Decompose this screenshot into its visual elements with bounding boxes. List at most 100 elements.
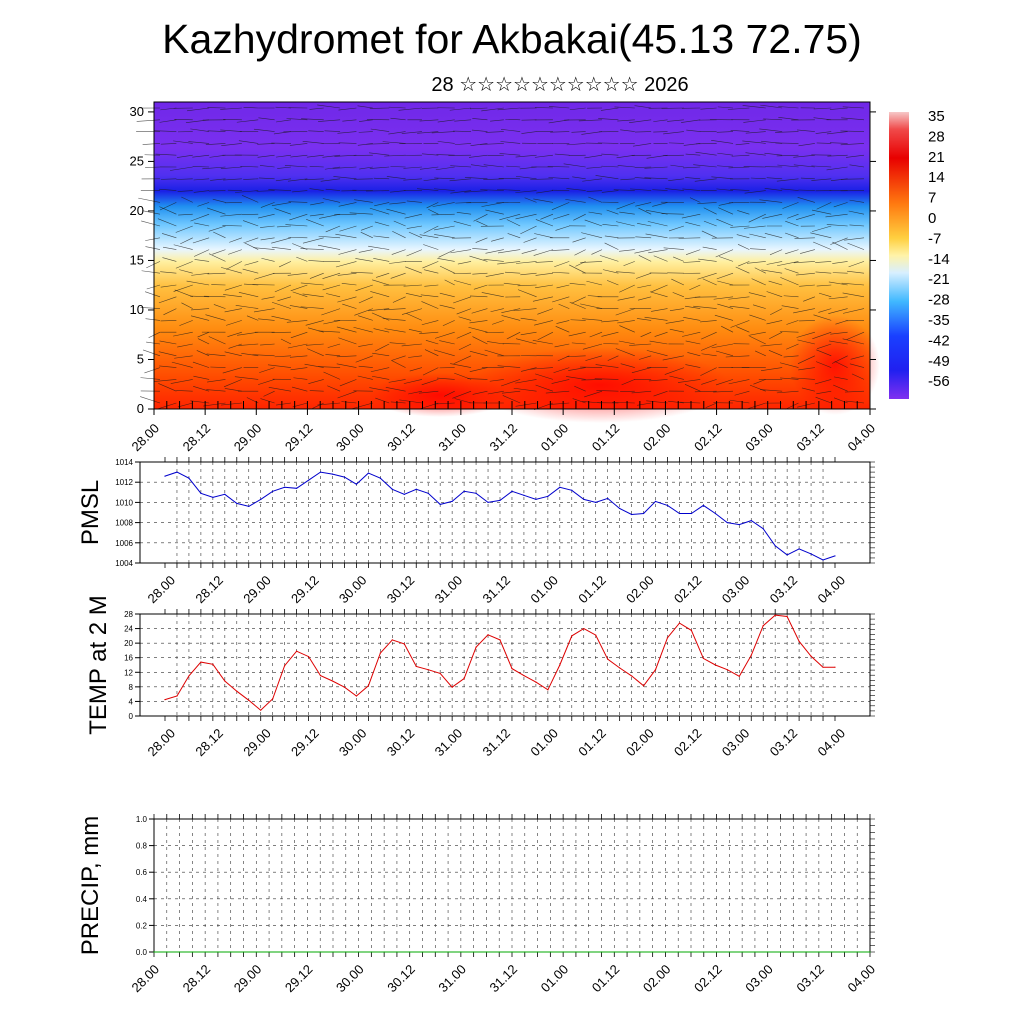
- y-tick-label: 0.4: [136, 895, 148, 904]
- wind-vector: [803, 296, 815, 302]
- data-point: [307, 479, 310, 481]
- wind-vector: [749, 384, 766, 392]
- wind-vector: [160, 143, 177, 145]
- wind-vector: [595, 175, 619, 180]
- wind-vector: [533, 249, 554, 256]
- wind-vector: [833, 397, 848, 404]
- wind-vector: [568, 154, 586, 157]
- wind-vector: [389, 342, 406, 345]
- wind-vector: [153, 379, 177, 382]
- wind-vector: [317, 244, 341, 250]
- wind-vector: [260, 202, 275, 208]
- data-point: [164, 475, 166, 477]
- wind-vector: [473, 213, 488, 222]
- wind-vector: [181, 302, 193, 309]
- wind-vector: [357, 105, 373, 109]
- wind-vector: [535, 284, 553, 289]
- wind-vector: [338, 142, 357, 144]
- wind-vector: [832, 261, 848, 264]
- wind-vector: [749, 314, 766, 321]
- wind-vector: [752, 304, 766, 309]
- wind-vector: [654, 331, 668, 337]
- wind-vector: [683, 261, 701, 263]
- wind-vector: [536, 190, 553, 194]
- wind-vector: [473, 284, 488, 290]
- y-tick-label: 1004: [115, 559, 133, 568]
- wind-vector: [713, 296, 734, 300]
- wind-vector: [677, 379, 701, 383]
- wind-vector: [358, 131, 373, 133]
- data-point: [248, 699, 250, 701]
- wind-vector: [818, 292, 832, 298]
- data-point: [559, 664, 561, 666]
- wind-vector: [746, 402, 766, 410]
- wind-vector: [480, 143, 504, 145]
- wind-vector: [390, 272, 406, 279]
- wind-vector: [497, 249, 521, 254]
- wind-vector: [783, 355, 799, 358]
- wind-vector: [456, 331, 472, 339]
- wind-vector: [619, 325, 635, 333]
- data-point: [822, 666, 824, 668]
- wind-vector: [307, 327, 324, 333]
- wind-vector: [358, 343, 373, 347]
- wind-vector: [612, 401, 635, 404]
- wind-vector: [785, 402, 799, 410]
- wind-vector: [322, 272, 341, 279]
- data-point: [575, 951, 577, 953]
- wind-vector: [681, 213, 701, 219]
- data-point: [792, 951, 794, 953]
- wind-vector: [368, 245, 390, 250]
- cross-section-warm-area: [790, 315, 880, 415]
- wind-vector: [832, 272, 848, 274]
- wind-vector: [142, 349, 161, 357]
- x-tick-label: 01.12: [589, 962, 623, 996]
- wind-vector: [850, 355, 865, 360]
- x-tick-label: 01.12: [575, 726, 609, 760]
- data-point: [379, 652, 381, 654]
- data-point: [595, 501, 597, 503]
- wind-vector: [439, 340, 455, 345]
- wind-vector: [289, 355, 308, 358]
- wind-vector: [620, 178, 635, 181]
- wind-vector: [319, 213, 341, 219]
- wind-vector: [597, 142, 619, 144]
- wind-vector: [731, 154, 750, 157]
- wind-vector: [841, 117, 865, 121]
- wind-vector: [213, 304, 226, 309]
- wind-vector: [210, 366, 226, 368]
- wind-vector: [336, 355, 357, 358]
- wind-vector: [306, 343, 324, 346]
- wind-vector: [828, 281, 848, 286]
- wind-vector: [145, 237, 161, 241]
- data-point: [367, 685, 369, 687]
- wind-vector: [286, 118, 308, 121]
- wind-vector: [501, 315, 521, 321]
- panel-frame: [139, 461, 871, 564]
- wind-vector: [434, 177, 455, 180]
- wind-vector: [685, 340, 701, 345]
- x-tick-label: 29.00: [240, 726, 274, 760]
- wind-vector: [309, 107, 324, 110]
- wind-vector: [359, 166, 373, 170]
- wind-vector: [552, 271, 570, 274]
- wind-vector: [226, 320, 242, 326]
- wind-vector: [515, 190, 537, 193]
- wind-vector: [275, 178, 292, 182]
- colorbar-label: -14: [928, 251, 950, 268]
- y-tick-label: 1014: [115, 458, 133, 467]
- data-point: [595, 634, 597, 636]
- wind-vector: [209, 154, 226, 158]
- wind-vector: [520, 331, 537, 336]
- wind-vector: [197, 202, 210, 207]
- wind-vector: [271, 315, 292, 321]
- wind-vector: [293, 377, 308, 380]
- wind-vector: [417, 188, 439, 191]
- x-tick-label: 30.12: [384, 421, 418, 455]
- wind-vector: [566, 376, 586, 380]
- colorbar-labels: 35 28 21 14 7 0 -7 -14 -21 -28 -35 -42 -49 -56: [928, 108, 950, 390]
- pmsl-panel: 1004 1006 1008 1010 1012 1014 PMSL 28.00 28.12 29…: [77, 457, 875, 606]
- data-point: [224, 680, 226, 682]
- wind-vector: [334, 154, 357, 157]
- wind-vector: [661, 213, 684, 215]
